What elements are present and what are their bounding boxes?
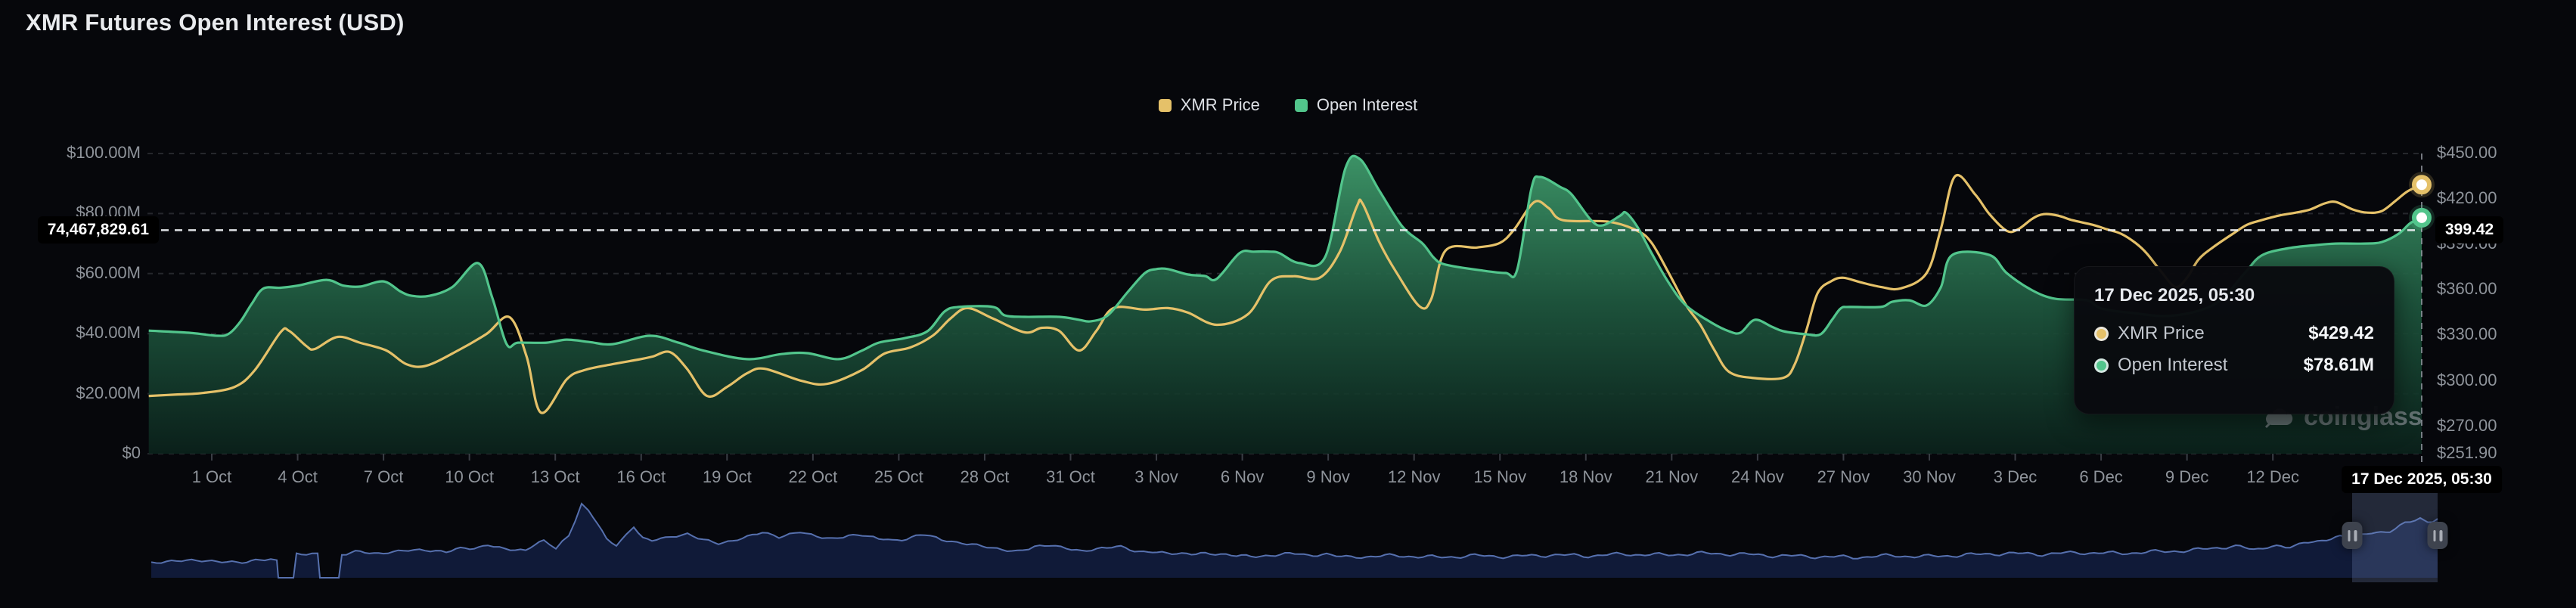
x-axis-label: 12 Nov [1387, 467, 1441, 486]
x-axis-label: 6 Dec [2079, 467, 2123, 486]
tooltip-title: 17 Dec 2025, 05:30 [2094, 285, 2255, 306]
x-axis-label: 3 Nov [1134, 467, 1178, 486]
open-interest-line [148, 154, 2422, 361]
y-axis-label-left: $0 [122, 443, 141, 462]
x-axis-label: 7 Oct [363, 467, 404, 486]
legend-label-open-interest: Open Interest [1316, 95, 1418, 114]
tooltip-row-price: XMR Price $429.42 [2094, 323, 2374, 344]
tooltip-series-value: $78.61M [2303, 355, 2374, 375]
legend: XMR Price Open Interest [0, 95, 2576, 115]
y-axis-label-left: $20.00M [76, 383, 141, 402]
x-axis-label: 22 Oct [788, 467, 838, 486]
tooltip-series-name: XMR Price [2118, 323, 2205, 343]
x-axis-label: 19 Oct [702, 467, 752, 486]
xmr-price-swatch [1158, 98, 1172, 112]
x-axis-label: 28 Oct [960, 467, 1010, 486]
x-axis-label: 24 Nov [1731, 467, 1784, 486]
x-axis-label: 15 Nov [1473, 467, 1527, 486]
open-interest-area [148, 156, 2422, 454]
x-axis-label: 16 Oct [616, 467, 666, 486]
legend-item-open-interest[interactable]: Open Interest [1294, 95, 1418, 115]
open-interest-dot-icon [2094, 358, 2109, 373]
x-axis-label: 31 Oct [1046, 467, 1095, 486]
pause-icon [2348, 529, 2351, 541]
tooltip-series-value: $429.42 [2308, 323, 2374, 343]
x-axis-label: 3 Dec [1993, 467, 2038, 486]
pause-icon [2354, 529, 2357, 541]
price-end-dot [2412, 175, 2432, 195]
x-axis-label: 9 Dec [2165, 467, 2209, 486]
tooltip-series-name: Open Interest [2118, 355, 2228, 375]
x-axis-label: 25 Oct [874, 467, 923, 486]
navigator-area[interactable] [151, 504, 2438, 578]
crosshair-right-label: 399.42 [2435, 216, 2504, 244]
legend-label-xmr-price: XMR Price [1180, 95, 1260, 114]
x-axis-label: 9 Nov [1306, 467, 1350, 486]
navigator-handle-right[interactable] [2427, 522, 2448, 549]
x-axis-label: 10 Oct [445, 467, 495, 486]
tooltip-row-open-interest: Open Interest $78.61M [2094, 355, 2374, 376]
x-axis-label: 4 Oct [278, 467, 318, 486]
oi-end-dot [2412, 207, 2432, 228]
y-axis-label-right: $420.00 [2437, 188, 2497, 208]
y-axis-label-right: $270.00 [2437, 415, 2497, 435]
y-axis-label-left: $100.00M [67, 143, 141, 162]
navigator-line [151, 502, 2438, 579]
pause-icon [2433, 529, 2436, 541]
tooltip: 17 Dec 2025, 05:30 XMR Price $429.42 Ope… [2074, 266, 2394, 414]
navigator-handle-left[interactable] [2342, 522, 2363, 549]
x-axis-label: 6 Nov [1220, 467, 1265, 486]
y-axis-label-right: $450.00 [2437, 143, 2497, 162]
legend-item-xmr-price[interactable]: XMR Price [1158, 95, 1260, 115]
crosshair-date-label: 17 Dec 2025, 05:30 [2342, 466, 2502, 493]
x-axis-label: 18 Nov [1559, 467, 1612, 486]
y-axis-label-left: $40.00M [76, 323, 141, 343]
y-axis-label-left: $60.00M [76, 262, 141, 282]
x-axis-label: 1 Oct [191, 467, 232, 486]
navigator-selection[interactable] [2352, 493, 2438, 582]
crosshair-left-label: 74,467,829.61 [37, 216, 159, 244]
xmr-price-dot-icon [2094, 326, 2109, 341]
y-axis-label-right: $300.00 [2437, 370, 2497, 389]
page-title: XMR Futures Open Interest (USD) [26, 9, 405, 36]
x-axis-label: 12 Dec [2246, 467, 2300, 486]
x-axis-label: 27 Nov [1817, 467, 1870, 486]
x-axis-label: 30 Nov [1903, 467, 1956, 486]
y-axis-label-right: $360.00 [2437, 279, 2497, 299]
open-interest-swatch [1294, 98, 1308, 112]
y-axis-label-right: $251.90 [2437, 443, 2497, 462]
x-axis-label: 13 Oct [530, 467, 580, 486]
x-axis-label: 21 Nov [1645, 467, 1699, 486]
pause-icon [2439, 529, 2442, 541]
xmr-price-line [148, 173, 2422, 414]
y-axis-label-right: $330.00 [2437, 324, 2497, 344]
